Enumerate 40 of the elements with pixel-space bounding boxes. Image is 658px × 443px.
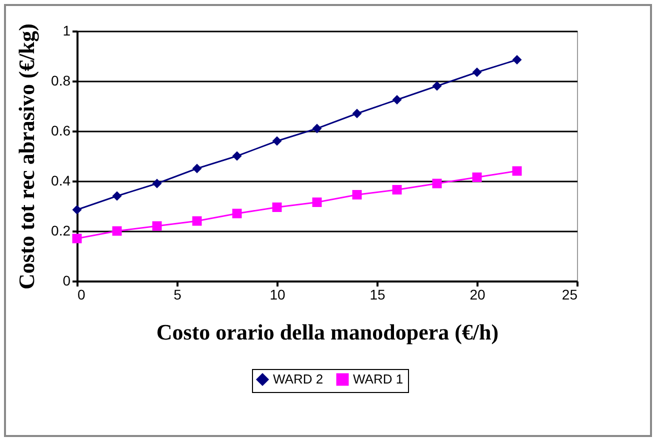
x-axis-title: Costo orario della manodopera (€/h) bbox=[156, 320, 499, 344]
point bbox=[232, 208, 242, 218]
point bbox=[472, 68, 482, 77]
x-tick-label: 20 bbox=[470, 286, 486, 302]
point bbox=[112, 191, 122, 201]
y-tick-label: 0.8 bbox=[51, 72, 71, 88]
point bbox=[432, 178, 442, 188]
y-tick-label: 0.2 bbox=[51, 222, 71, 238]
x-tick-label: 15 bbox=[370, 286, 386, 302]
point bbox=[392, 185, 402, 194]
point bbox=[192, 164, 202, 174]
x-tick-label: 25 bbox=[562, 286, 578, 302]
x-tick-label: 10 bbox=[270, 286, 286, 302]
point bbox=[352, 108, 362, 118]
point bbox=[72, 205, 82, 214]
legend-label: WARD 1 bbox=[353, 372, 404, 387]
point bbox=[152, 178, 162, 188]
y-tick-label: 0.4 bbox=[51, 172, 71, 188]
legend-label: WARD 2 bbox=[273, 372, 324, 387]
point bbox=[392, 95, 402, 104]
point bbox=[312, 124, 322, 134]
point bbox=[272, 202, 282, 212]
point bbox=[232, 151, 242, 161]
point bbox=[272, 136, 282, 146]
point bbox=[432, 81, 442, 91]
point bbox=[472, 172, 482, 182]
y-tick-label: 0 bbox=[62, 272, 71, 288]
point bbox=[512, 55, 522, 64]
x-tick-label: 0 bbox=[78, 286, 86, 302]
x-tick-label: 5 bbox=[174, 286, 182, 302]
point bbox=[312, 198, 322, 207]
point bbox=[112, 226, 122, 236]
point bbox=[192, 216, 202, 226]
y-axis-title: Costo tot rec abrasivo (€/kg) bbox=[14, 24, 40, 290]
y-tick-label: 0.6 bbox=[51, 122, 71, 138]
point bbox=[352, 190, 362, 200]
point bbox=[72, 234, 82, 244]
point bbox=[512, 166, 522, 176]
point bbox=[152, 221, 162, 231]
y-tick-label: 1 bbox=[62, 22, 71, 38]
